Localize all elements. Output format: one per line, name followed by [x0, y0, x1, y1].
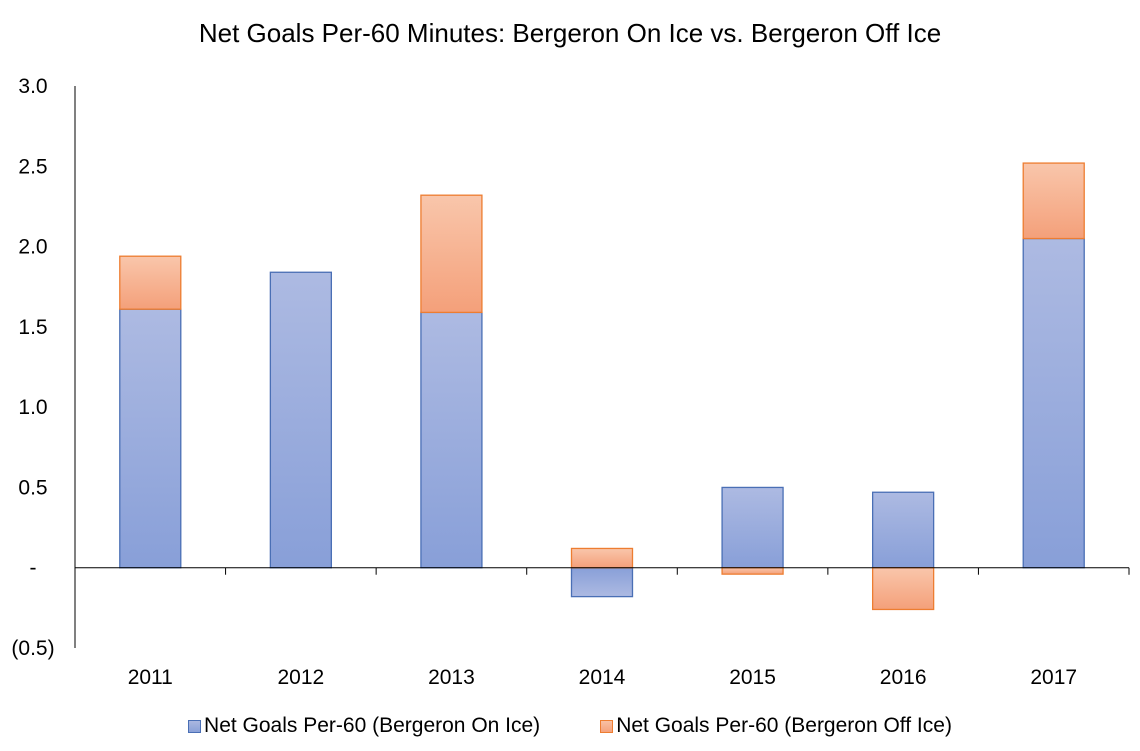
- x-tick-label: 2011: [128, 666, 173, 689]
- legend-swatch-on-ice: [188, 719, 202, 733]
- y-tick-label: 2.0: [18, 236, 47, 259]
- y-axis: 3.0 2.5 2.0 1.5 1.0 0.5 - (0.5): [11, 75, 76, 660]
- bars: [119, 162, 1085, 611]
- bar-off-ice-2013: [420, 194, 483, 314]
- chart-title: Net Goals Per-60 Minutes: Bergeron On Ic…: [198, 18, 942, 48]
- bar-off-ice-2017: [1022, 162, 1085, 240]
- legend-swatch-off-ice: [600, 719, 614, 733]
- x-axis: 2011 2012 2013 2014 2015 2016 2017: [74, 567, 1130, 689]
- bar-on-ice-2013: [420, 311, 483, 569]
- x-tick-label: 2012: [277, 666, 324, 689]
- bar-off-ice-2015: [721, 567, 784, 575]
- y-tick-label: (0.5): [11, 637, 54, 660]
- y-tick-label: 3.0: [18, 75, 47, 98]
- legend-label-off-ice: Net Goals Per-60 (Bergeron Off Ice): [616, 714, 952, 737]
- y-tick-label: 1.0: [18, 396, 47, 419]
- legend-item-on-ice: Net Goals Per-60 (Bergeron On Ice): [188, 714, 540, 738]
- bar-off-ice-2016: [871, 567, 935, 611]
- y-tick-label: 0.5: [18, 476, 47, 499]
- bar-on-ice-2012: [269, 271, 333, 569]
- legend-label-on-ice: Net Goals Per-60 (Bergeron On Ice): [204, 714, 541, 737]
- x-tick-label: 2016: [880, 666, 927, 689]
- y-tick-label: 1.5: [18, 316, 47, 339]
- bar-off-ice-2014: [570, 547, 634, 569]
- x-tick-label: 2014: [579, 666, 626, 689]
- bar-on-ice-2017: [1022, 237, 1085, 569]
- legend: Net Goals Per-60 (Bergeron On Ice) Net G…: [0, 714, 1140, 738]
- bar-on-ice-2015: [721, 486, 784, 569]
- x-tick-label: 2017: [1030, 666, 1077, 689]
- y-tick-label: 2.5: [18, 155, 47, 178]
- legend-item-off-ice: Net Goals Per-60 (Bergeron Off Ice): [600, 714, 952, 738]
- bar-on-ice-2016: [871, 491, 935, 569]
- bar-off-ice-2011: [119, 255, 182, 310]
- y-tick-label: -: [30, 557, 37, 580]
- x-tick-label: 2015: [729, 666, 776, 689]
- bar-on-ice-2011: [119, 308, 182, 569]
- x-tick-label: 2013: [428, 666, 475, 689]
- bar-on-ice-2014: [570, 567, 634, 598]
